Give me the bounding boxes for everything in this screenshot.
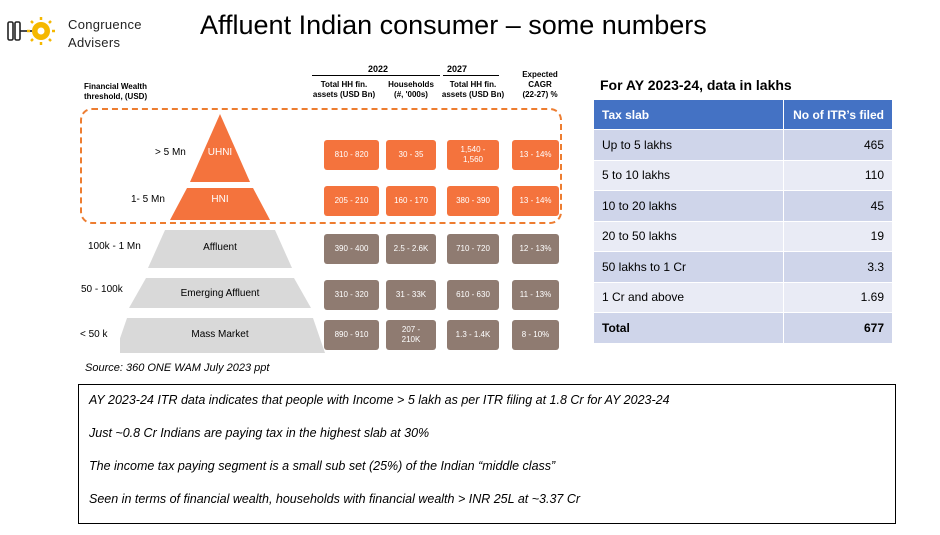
table-row: 20 to 50 lakhs 19	[593, 220, 893, 252]
uhni-triangle	[190, 114, 250, 182]
note-4: Seen in terms of financial wealth, house…	[89, 492, 581, 506]
note-2: Just ~0.8 Cr Indians are paying tax in t…	[89, 426, 430, 440]
value-cell: 890 - 910	[324, 320, 379, 350]
year-2027-divider	[443, 75, 499, 76]
source-note: Source: 360 ONE WAM July 2023 ppt	[85, 362, 270, 374]
segment-affluent: Affluent	[203, 242, 237, 253]
segment-mass-market: Mass Market	[191, 329, 249, 340]
table-row: Up to 5 lakhs 465	[593, 129, 893, 161]
itr-count-cell: 19	[783, 220, 893, 252]
value-cell: 390 - 400	[324, 234, 379, 264]
table-header-row: Tax slab No of ITR’s filed	[593, 99, 893, 130]
threshold-hni: 1- 5 Mn	[131, 194, 165, 205]
tax-slab-cell: 10 to 20 lakhs	[593, 190, 784, 222]
value-cell: 710 - 720	[447, 234, 499, 264]
threshold-affluent: 100k - 1 Mn	[88, 241, 141, 252]
year-2022-divider	[312, 75, 440, 76]
year-2022-label: 2022	[368, 64, 389, 74]
value-cell: 380 - 390	[447, 186, 499, 216]
table-total-row: Total 677	[593, 312, 893, 344]
itr-table: Tax slab No of ITR’s filed Up to 5 lakhs…	[593, 99, 893, 344]
mass-market-trapezoid	[120, 318, 325, 353]
itr-count-cell: 3.3	[783, 251, 893, 283]
col-header-households: Households (#, '000s)	[388, 80, 434, 99]
affluent-trapezoid	[148, 230, 292, 268]
threshold-uhni: > 5 Mn	[155, 147, 186, 158]
emerging-affluent-trapezoid	[129, 278, 311, 308]
value-cell: 8 - 10%	[512, 320, 559, 350]
col-header-2027-assets: Total HH fin. assets (USD Bn)	[441, 80, 505, 99]
value-cell: 207 - 210K	[386, 320, 436, 350]
col-header-cagr: Expected CAGR (22-27) %	[522, 70, 558, 99]
tax-slab-cell: 5 to 10 lakhs	[593, 159, 784, 191]
threshold-mass-market: < 50 k	[80, 329, 108, 340]
brand-name-line2: Advisers	[68, 35, 121, 50]
tax-slab-cell: 20 to 50 lakhs	[593, 220, 784, 252]
value-cell: 11 - 13%	[512, 280, 559, 310]
total-value: 677	[783, 312, 893, 344]
tax-slab-cell: Up to 5 lakhs	[593, 129, 784, 161]
key-logo-icon	[7, 17, 55, 45]
tax-slab-cell: 1 Cr and above	[593, 281, 784, 313]
hni-uhni-highlight-box	[80, 108, 562, 224]
header-itr-count: No of ITR’s filed	[783, 99, 893, 130]
threshold-emerging-affluent: 50 - 100k	[81, 284, 123, 295]
segment-hni: HNI	[211, 194, 229, 205]
itr-count-cell: 45	[783, 190, 893, 222]
table-row: 10 to 20 lakhs 45	[593, 190, 893, 222]
value-cell: 12 - 13%	[512, 234, 559, 264]
note-1: AY 2023-24 ITR data indicates that peopl…	[89, 393, 670, 407]
value-cell: 13 - 14%	[512, 140, 559, 170]
value-cell: 1.3 - 1.4K	[447, 320, 499, 350]
itr-count-cell: 110	[783, 159, 893, 191]
note-3: The income tax paying segment is a small…	[89, 459, 556, 473]
value-cell: 1,540 - 1,560	[447, 140, 499, 170]
brand-name-line1: Congruence	[68, 17, 142, 32]
itr-count-cell: 1.69	[783, 281, 893, 313]
commentary-box: AY 2023-24 ITR data indicates that peopl…	[78, 384, 896, 524]
value-cell: 610 - 630	[447, 280, 499, 310]
segment-uhni: UHNI	[207, 147, 233, 158]
itr-count-cell: 465	[783, 129, 893, 161]
value-cell: 810 - 820	[324, 140, 379, 170]
header-tax-slab: Tax slab	[593, 99, 784, 130]
financial-wealth-header: Financial Wealth threshold, (USD)	[84, 82, 148, 101]
value-cell: 2.5 - 2.6K	[386, 234, 436, 264]
value-cell: 310 - 320	[324, 280, 379, 310]
company-logo: Congruence Advisers	[6, 10, 166, 54]
wealth-pyramid	[120, 114, 325, 353]
value-cell: 205 - 210	[324, 186, 379, 216]
col-header-2022-assets: Total HH fin. assets (USD Bn)	[312, 80, 376, 99]
value-cell: 31 - 33K	[386, 280, 436, 310]
year-2027-label: 2027	[447, 64, 468, 74]
tax-slab-cell: 50 lakhs to 1 Cr	[593, 251, 784, 283]
table-row: 5 to 10 lakhs 110	[593, 159, 893, 191]
table-title: For AY 2023-24, data in lakhs	[600, 77, 792, 93]
hni-trapezoid	[170, 188, 270, 220]
value-cell: 13 - 14%	[512, 186, 559, 216]
table-row: 1 Cr and above 1.69	[593, 281, 893, 313]
segment-emerging-affluent: Emerging Affluent	[180, 288, 260, 299]
value-cell: 160 - 170	[386, 186, 436, 216]
value-cell: 30 - 35	[386, 140, 436, 170]
total-label: Total	[593, 312, 784, 344]
slide-title: Affluent Indian consumer – some numbers	[200, 10, 707, 40]
table-row: 50 lakhs to 1 Cr 3.3	[593, 251, 893, 283]
